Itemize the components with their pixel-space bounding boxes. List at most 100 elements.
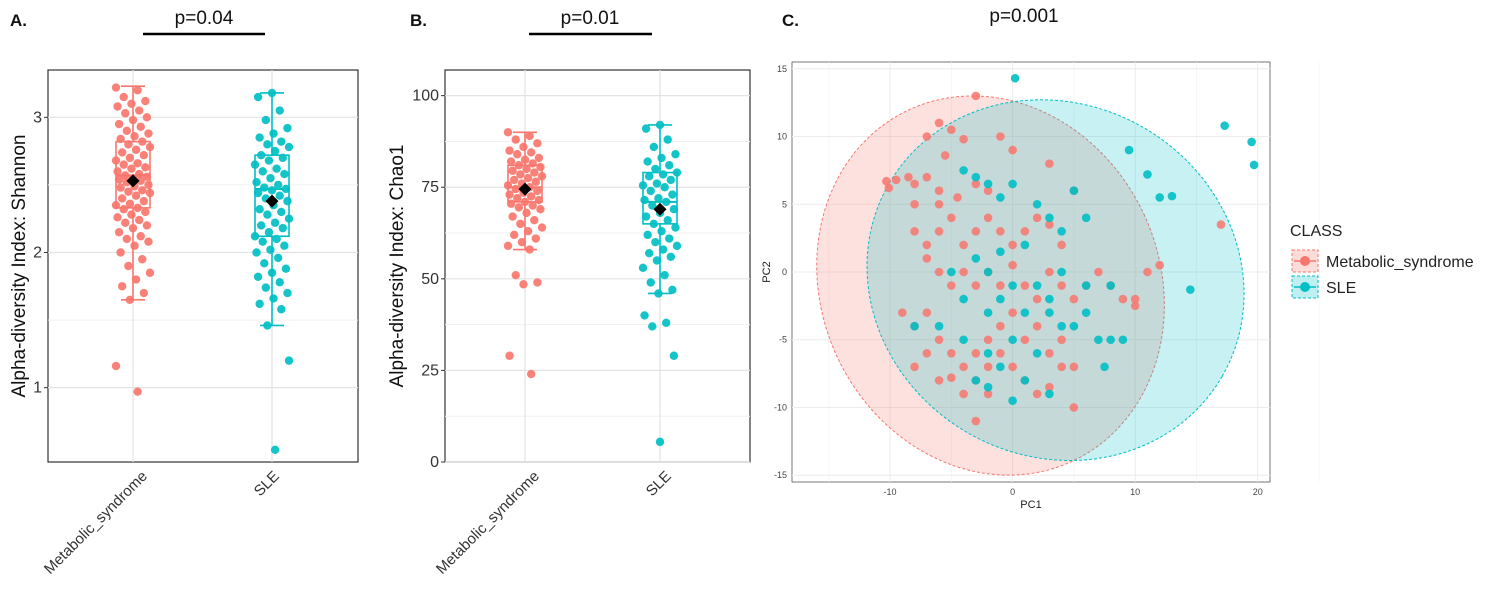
panel-c-x-tick-label: 10 (1130, 487, 1140, 497)
panelA-point-metabolic (128, 115, 138, 125)
panel-c-point-metabolic (1069, 362, 1079, 372)
panel-c-point-sle (1045, 294, 1054, 304)
panel-c-point-metabolic (1008, 145, 1017, 155)
panelA-y-tick-label: 1 (33, 380, 42, 397)
panelB-point-metabolic (505, 351, 514, 360)
panel-c-point-sle (1032, 281, 1042, 290)
panel-c-point-metabolic (934, 227, 944, 236)
panel-c-point-metabolic (882, 176, 891, 186)
panelB-y-tick-label: 50 (421, 271, 439, 288)
panelA-point-metabolic (133, 387, 142, 396)
panelA-point-metabolic (145, 188, 155, 198)
panelA-point-metabolic (136, 232, 145, 241)
panel-c-point-metabolic (971, 348, 981, 358)
panelA-point-metabolic (131, 191, 141, 200)
panelA-point-metabolic (127, 210, 136, 219)
panel-c-point-sle (1057, 321, 1066, 331)
panelB-point-sle (640, 195, 649, 205)
panelA-point-sle (250, 160, 260, 169)
panelA-point-sle (263, 140, 272, 149)
panelB-point-metabolic (525, 131, 534, 141)
panelA-point-metabolic (114, 119, 124, 129)
panelB-y-tick-label: 25 (421, 362, 439, 379)
panel-c-x-tick-label: 20 (1253, 487, 1263, 497)
panelB-point-metabolic (525, 245, 534, 254)
panel-c-point-metabolic (1094, 267, 1103, 277)
panelB-point-metabolic (536, 162, 545, 172)
panelA-point-metabolic (117, 148, 127, 157)
panelA-point-sle (266, 173, 275, 183)
panelB-point-metabolic (509, 230, 519, 240)
panel-c-x-tick-label: 0 (1010, 487, 1015, 497)
panelA-point-sle (269, 294, 278, 303)
panelB-point-sle (671, 150, 680, 159)
panelB-point-metabolic (520, 197, 530, 207)
panel-c-point-metabolic (934, 267, 944, 277)
panelA-point-sle (255, 205, 264, 214)
panel-c-point-metabolic (1032, 321, 1042, 331)
panelB-point-metabolic (506, 199, 516, 208)
panelA-point-metabolic (127, 164, 136, 173)
panelB-point-sle (643, 157, 652, 166)
panelB-point-sle (654, 289, 663, 298)
panelB-point-metabolic (511, 135, 520, 144)
panel-c-point-metabolic (959, 240, 968, 250)
panelB-point-sle (649, 219, 659, 229)
panel-c-point-sle (1100, 362, 1109, 372)
panel-b-category-label-sle: SLE (643, 468, 675, 500)
panel-c-point-metabolic (1118, 294, 1128, 304)
panel-a-category-labels: Metabolic_syndrome SLE (41, 468, 283, 578)
panel-c-point-sle (971, 376, 981, 385)
panel-c-point-metabolic (1216, 220, 1226, 229)
panel-c-point-sle (996, 247, 1005, 256)
panel-c-point-sle (1008, 396, 1017, 406)
panelB-point-metabolic (526, 148, 536, 157)
panelB-y-tick-label: 75 (421, 179, 439, 196)
panel-c-point-metabolic (947, 125, 956, 135)
panelA-point-sle (275, 278, 284, 287)
panelB-point-sle (668, 190, 677, 199)
panelA-point-metabolic (133, 203, 142, 213)
panel-a-y-ticks: 1 2 3 (33, 109, 48, 397)
panelA-point-sle (264, 156, 274, 165)
panelB-point-metabolic (523, 226, 533, 236)
panel-c-point-sle (1057, 267, 1066, 277)
panel-c-point-sle (1143, 170, 1152, 179)
panel-c-point-sle (1008, 281, 1017, 290)
panelA-point-metabolic (119, 92, 128, 102)
panelA-point-sle (252, 248, 261, 257)
panel-c-point-sle (1081, 308, 1091, 317)
legend-dot-metabolic (1300, 256, 1310, 266)
panelB-point-metabolic (503, 128, 513, 137)
panel-c-point-sle (971, 254, 981, 263)
panelB-point-metabolic (534, 153, 544, 163)
panel-c-point-sle (983, 308, 993, 317)
panelB-point-metabolic (508, 212, 517, 221)
panelA-point-metabolic (130, 132, 139, 141)
panel-c-point-metabolic (1057, 335, 1066, 345)
panel-c-point-metabolic (1130, 301, 1140, 311)
panel-c-point-metabolic (953, 193, 962, 202)
panel-c-point-metabolic (1032, 294, 1042, 304)
panel-a: A. p=0.04 1 2 3 Alpha-diversity Index: Sha… (9, 8, 359, 578)
panel-c-point-metabolic (1020, 227, 1030, 236)
panel-c-point-sle (1010, 73, 1020, 83)
panelA-mean-marker-sle (265, 194, 279, 208)
panelA-point-metabolic (139, 196, 149, 206)
legend-label-metabolic: Metabolic_syndrome (1326, 254, 1474, 271)
panelA-point-metabolic (121, 109, 130, 118)
panelB-mean-marker-sle (653, 202, 667, 216)
panel-c-point-metabolic (1045, 220, 1054, 229)
panelA-point-sle (280, 241, 289, 250)
panel-c-point-metabolic (1008, 260, 1017, 270)
legend-item-metabolic: Metabolic_syndrome (1291, 249, 1474, 273)
panel-c-point-sle (910, 321, 919, 331)
panelB-point-sle (657, 153, 666, 163)
panel-c-point-metabolic (1045, 348, 1054, 358)
panel-c-point-metabolic (1008, 362, 1017, 372)
panelA-point-metabolic (119, 205, 128, 214)
panel-c-point-metabolic (910, 362, 919, 372)
panelA-point-sle (256, 150, 266, 160)
panelA-point-metabolic (124, 140, 133, 149)
panel-c-point-sle (1106, 335, 1115, 345)
